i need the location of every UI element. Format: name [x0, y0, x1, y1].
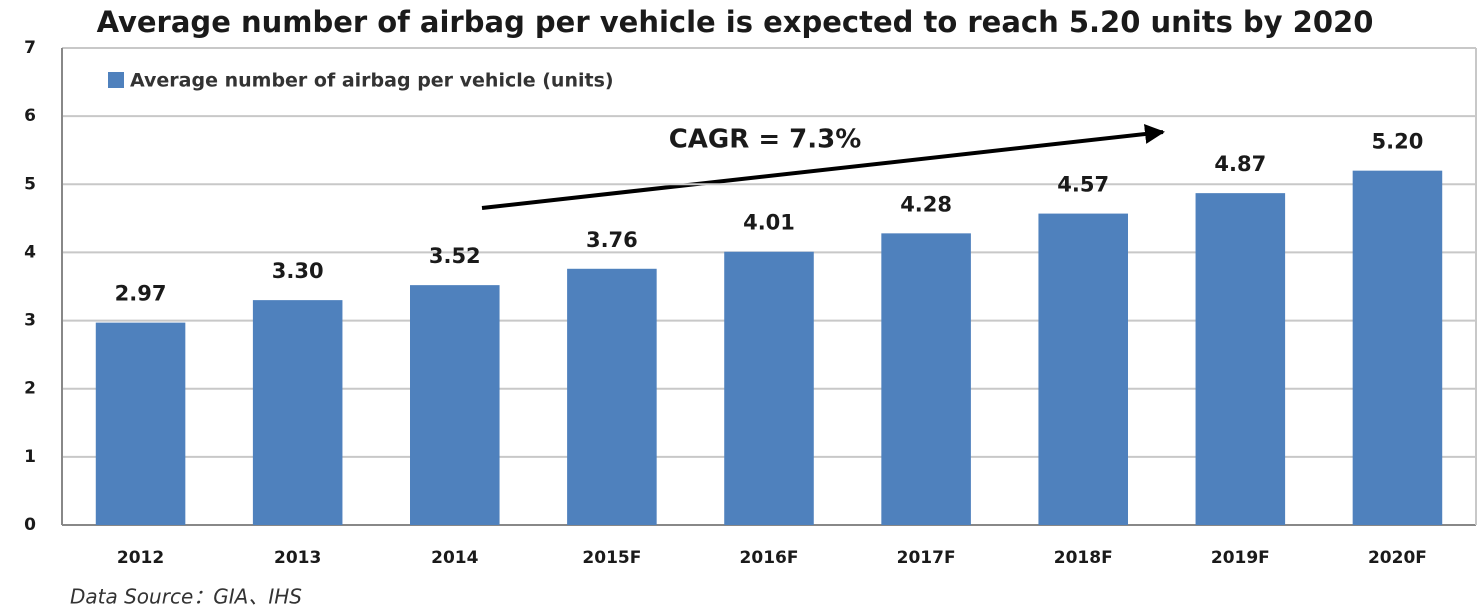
bar [1038, 213, 1128, 525]
x-tick-label: 2014 [431, 548, 478, 568]
value-label: 5.20 [1372, 130, 1424, 154]
chart-title: Average number of airbag per vehicle is … [97, 5, 1374, 39]
x-tick-label: 2012 [117, 548, 164, 568]
x-tick-label: 2015F [582, 548, 641, 568]
bar [1352, 170, 1443, 525]
y-tick-label: 6 [24, 106, 36, 126]
bar [724, 251, 814, 526]
y-tick-label: 2 [24, 379, 36, 399]
y-tick-label: 4 [24, 242, 36, 262]
value-label: 4.57 [1057, 173, 1109, 197]
y-tick-label: 0 [24, 515, 36, 535]
bar [252, 300, 343, 525]
value-label: 4.01 [743, 211, 795, 235]
trend-arrow [481, 124, 1165, 210]
bar [410, 285, 500, 525]
y-tick-label: 5 [24, 174, 36, 194]
value-label: 4.28 [900, 192, 952, 216]
x-tick-label: 2016F [740, 548, 799, 568]
y-tick-label: 7 [24, 38, 36, 58]
value-label: 3.76 [586, 228, 638, 252]
x-tick-label: 2013 [274, 548, 321, 568]
value-label: 2.97 [115, 282, 167, 306]
y-tick-label: 3 [24, 311, 36, 331]
x-tick-label: 2020F [1368, 548, 1427, 568]
annotation: CAGR = 7.3% [669, 125, 862, 155]
value-label: 4.87 [1214, 152, 1266, 176]
value-label: 3.52 [429, 244, 481, 268]
bar [95, 322, 186, 525]
legend-label: Average number of airbag per vehicle (un… [130, 70, 614, 92]
x-tick-label: 2017F [897, 548, 956, 568]
legend-swatch [108, 72, 124, 88]
source: Data Source：GIA、IHS [70, 585, 302, 609]
bar [1195, 193, 1286, 525]
x-tick-label: 2019F [1211, 548, 1270, 568]
bar [567, 268, 657, 525]
y-tick-label: 1 [24, 447, 36, 467]
bar [881, 233, 971, 525]
x-tick-label: 2018F [1054, 548, 1113, 568]
value-label: 3.30 [272, 259, 324, 283]
